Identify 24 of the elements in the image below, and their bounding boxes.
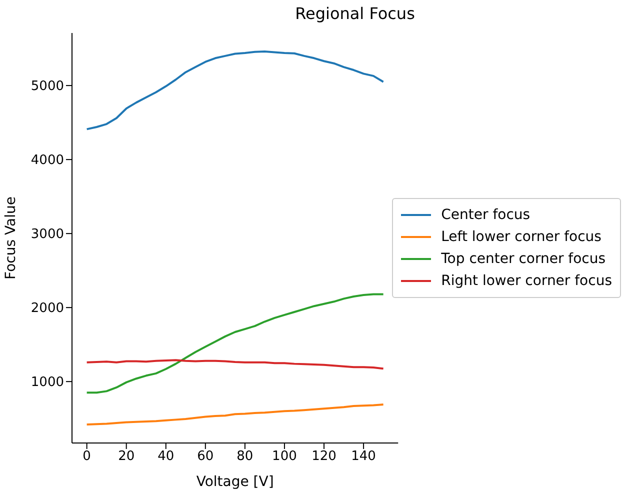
- legend-label: Center focus: [441, 207, 530, 223]
- x-tick-label: 60: [197, 449, 214, 464]
- legend-label: Left lower corner focus: [441, 229, 602, 245]
- y-tick-label: 5000: [30, 79, 64, 94]
- x-tick-label: 40: [158, 449, 174, 464]
- legend-label: Top center corner focus: [441, 251, 606, 267]
- line-series: [86, 359, 384, 370]
- x-axis-title: Voltage [V]: [196, 474, 274, 490]
- x-tick-label: 0: [82, 449, 91, 464]
- x-tick-label: 120: [312, 449, 336, 464]
- y-tick-label: 2000: [30, 301, 64, 316]
- y-tick-label: 4000: [30, 153, 64, 168]
- line-series: [86, 50, 384, 130]
- y-tick-label: 3000: [30, 227, 64, 242]
- x-tick-label: 140: [351, 449, 376, 464]
- x-tick-label: 20: [118, 449, 135, 464]
- x-tick-label: 80: [236, 449, 254, 464]
- chart-title: Regional Focus: [294, 4, 416, 23]
- legend-label: Right lower corner focus: [441, 273, 612, 289]
- y-tick-label: 1000: [30, 375, 64, 390]
- y-axis-title: Focus Value: [2, 196, 19, 280]
- line-series: [86, 293, 384, 394]
- line-series: [86, 404, 384, 426]
- x-tick-label: 100: [272, 449, 297, 464]
